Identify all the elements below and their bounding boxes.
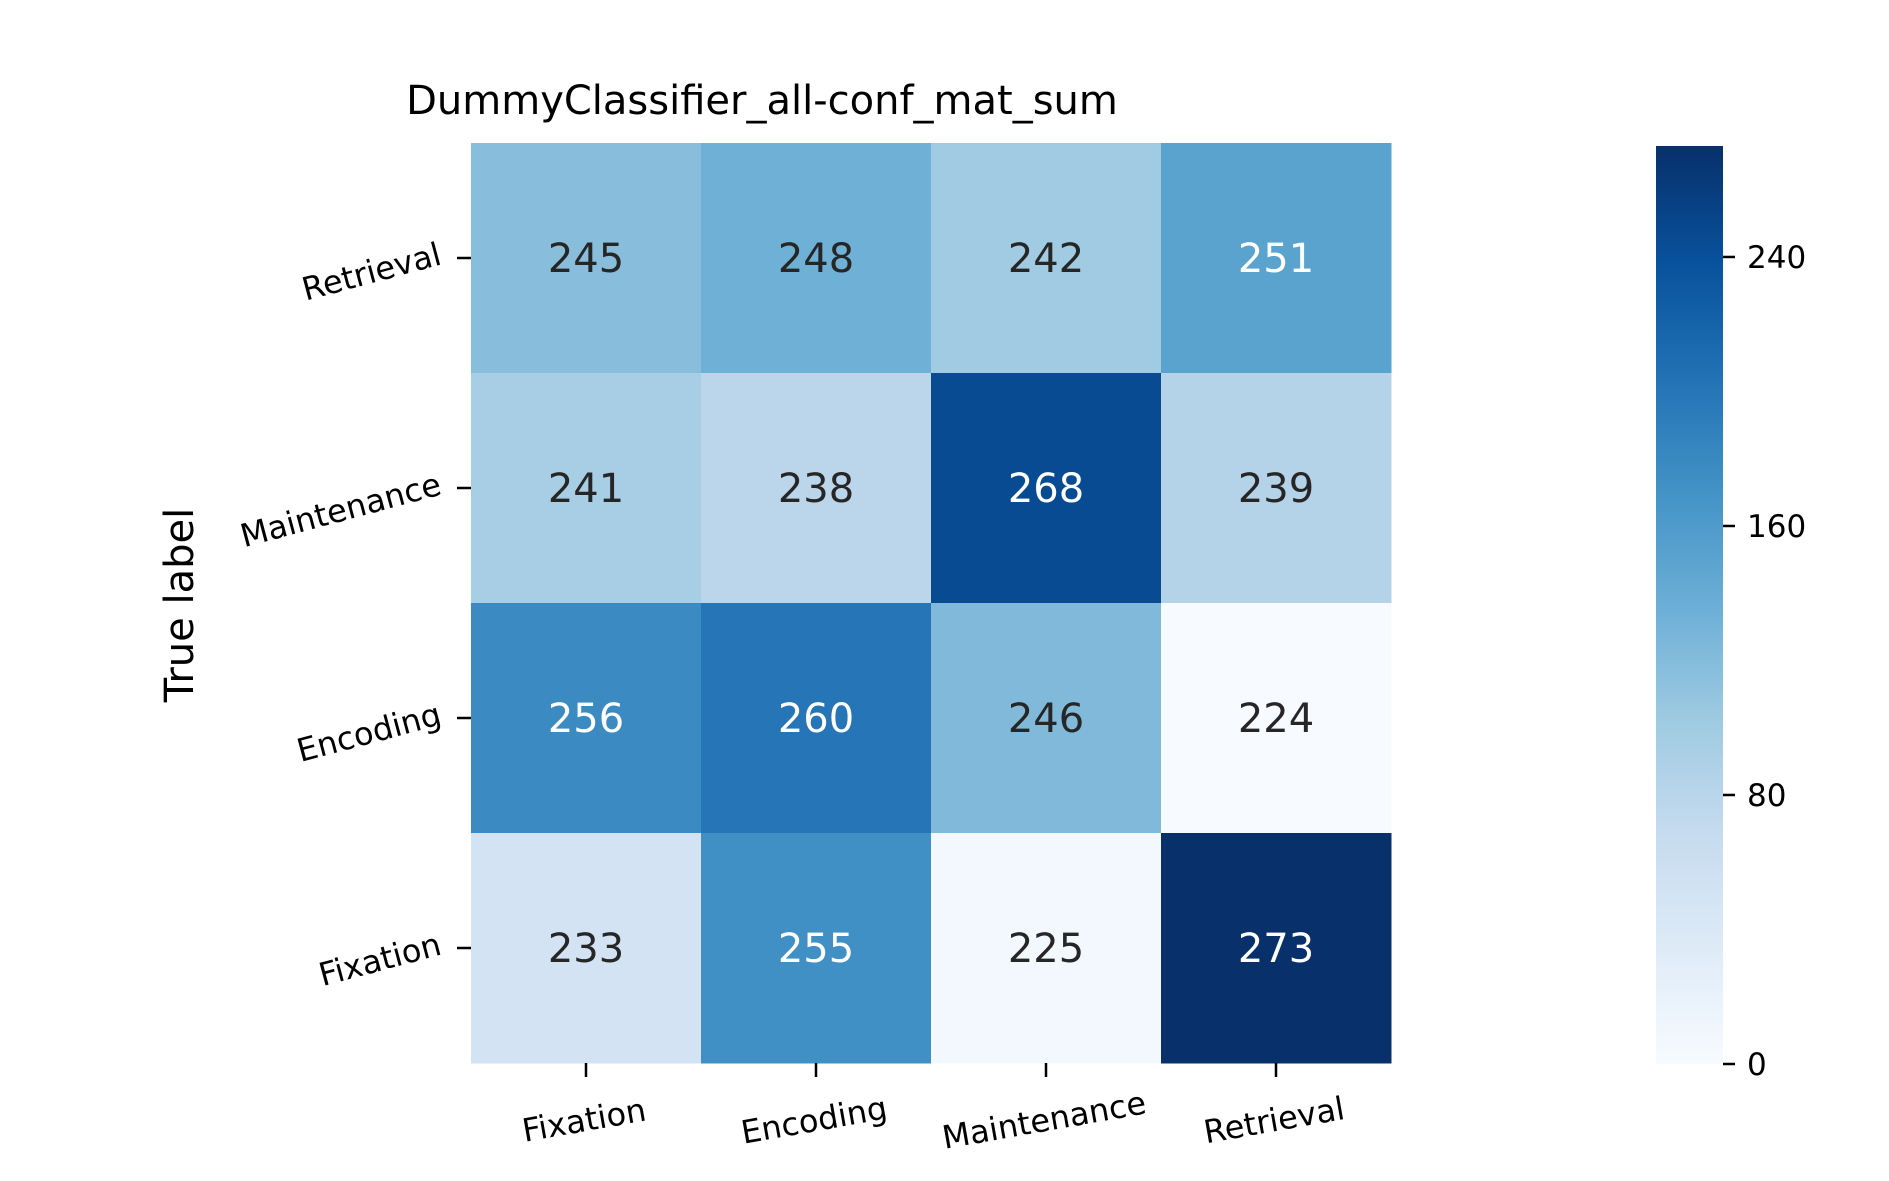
cell-value-label: 246 [1008, 696, 1084, 742]
heatmap-cell [1161, 833, 1392, 1064]
colorbar-tick-label: 160 [1747, 509, 1806, 545]
x-tick-label: Encoding [738, 1089, 890, 1152]
colorbar-tick-label: 0 [1747, 1047, 1767, 1083]
cell-value-label: 256 [548, 696, 624, 742]
heatmap-cell [471, 143, 702, 374]
cell-value-label: 255 [778, 926, 854, 972]
cell-value-label: 225 [1008, 926, 1084, 972]
x-tick-label: Retrieval [1201, 1089, 1348, 1151]
heatmap-cell [471, 373, 702, 604]
y-tick-label: Fixation [315, 925, 445, 994]
y-tick-label: Retrieval [298, 235, 445, 309]
x-tick-label: Maintenance [939, 1084, 1149, 1157]
chart-title: DummyClassifier_all-conf_mat_sum [406, 78, 1118, 124]
colorbar [1656, 146, 1723, 1064]
x-axis: Fixation Encoding Maintenance Retrieval [519, 1063, 1347, 1157]
heatmap-cell [1161, 143, 1392, 374]
heatmap-cell [1161, 373, 1392, 604]
y-tick-label: Encoding [293, 695, 445, 770]
cell-value-label: 241 [548, 466, 624, 512]
heatmap-cell [931, 833, 1162, 1064]
colorbar-tick-label: 80 [1747, 778, 1786, 814]
heatmap-cell-labels: 245 248 242 251 241 238 268 239 256 260 246 224 233 2… [548, 236, 1314, 972]
heatmap-cell [931, 373, 1162, 604]
cell-value-label: 224 [1238, 696, 1314, 742]
cell-value-label: 268 [1008, 466, 1084, 512]
x-tick-label: Fixation [519, 1091, 649, 1150]
cell-value-label: 239 [1238, 466, 1314, 512]
heatmap-cell [931, 603, 1162, 834]
cell-value-label: 248 [778, 236, 854, 282]
heatmap-cell [931, 143, 1162, 374]
heatmap-cell [471, 833, 702, 1064]
y-axis-label: True label [157, 508, 203, 703]
y-tick-label: Maintenance [236, 465, 445, 555]
cell-value-label: 260 [778, 696, 854, 742]
colorbar-tick-label: 240 [1747, 240, 1806, 276]
heatmap-cell [1161, 603, 1392, 834]
cell-value-label: 233 [548, 926, 624, 972]
heatmap-cells [471, 143, 1392, 1064]
heatmap-cell [701, 143, 932, 374]
y-axis: Retrieval Maintenance Encoding Fixation [236, 235, 471, 994]
cell-value-label: 238 [778, 466, 854, 512]
colorbar-ticks: 0 80 160 240 [1723, 240, 1806, 1083]
cell-value-label: 273 [1238, 926, 1314, 972]
heatmap-cell [701, 373, 932, 604]
heatmap-cell [701, 833, 932, 1064]
cell-value-label: 245 [548, 236, 624, 282]
heatmap-cell [471, 603, 702, 834]
cell-value-label: 251 [1238, 236, 1314, 282]
heatmap-cell [701, 603, 932, 834]
cell-value-label: 242 [1008, 236, 1084, 282]
